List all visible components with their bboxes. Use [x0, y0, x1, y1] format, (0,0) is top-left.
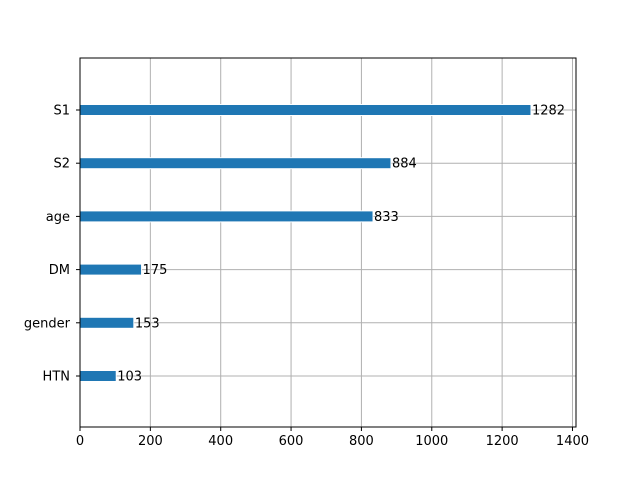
data-label: 103 [117, 370, 142, 385]
x-tick-label: 1000 [415, 434, 448, 449]
tick-layer [76, 109, 573, 431]
bar-s1 [79, 104, 532, 116]
data-label: 153 [135, 316, 160, 331]
data-label: 175 [143, 263, 168, 278]
y-tick-label: S2 [53, 157, 70, 172]
x-tick-label: 1400 [556, 434, 589, 449]
bar-htn [79, 370, 117, 382]
y-tick-label: HTN [43, 370, 70, 385]
data-label: 833 [374, 210, 399, 225]
bar-age [79, 210, 374, 223]
x-tick-label: 600 [279, 434, 304, 449]
bar-gender [79, 316, 135, 329]
bar-layer [79, 104, 532, 382]
x-tick-label: 400 [208, 434, 233, 449]
y-tick-label: gender [24, 316, 71, 331]
bar-dm [79, 263, 143, 276]
data-label: 1282 [532, 104, 565, 119]
y-tick-label: DM [49, 263, 70, 278]
label-layer: 1282 884 833 175 153 103 0 200 400 600 800 1000 1200… [24, 104, 589, 450]
x-tick-label: 200 [138, 434, 163, 449]
y-tick-label: age [46, 210, 70, 225]
x-tick-label: 800 [349, 434, 374, 449]
data-label: 884 [392, 157, 417, 172]
y-tick-label: S1 [53, 104, 70, 119]
x-tick-label: 0 [76, 434, 84, 449]
bar-s2 [79, 157, 392, 170]
x-tick-label: 1200 [486, 434, 519, 449]
plot-frame [79, 57, 577, 428]
